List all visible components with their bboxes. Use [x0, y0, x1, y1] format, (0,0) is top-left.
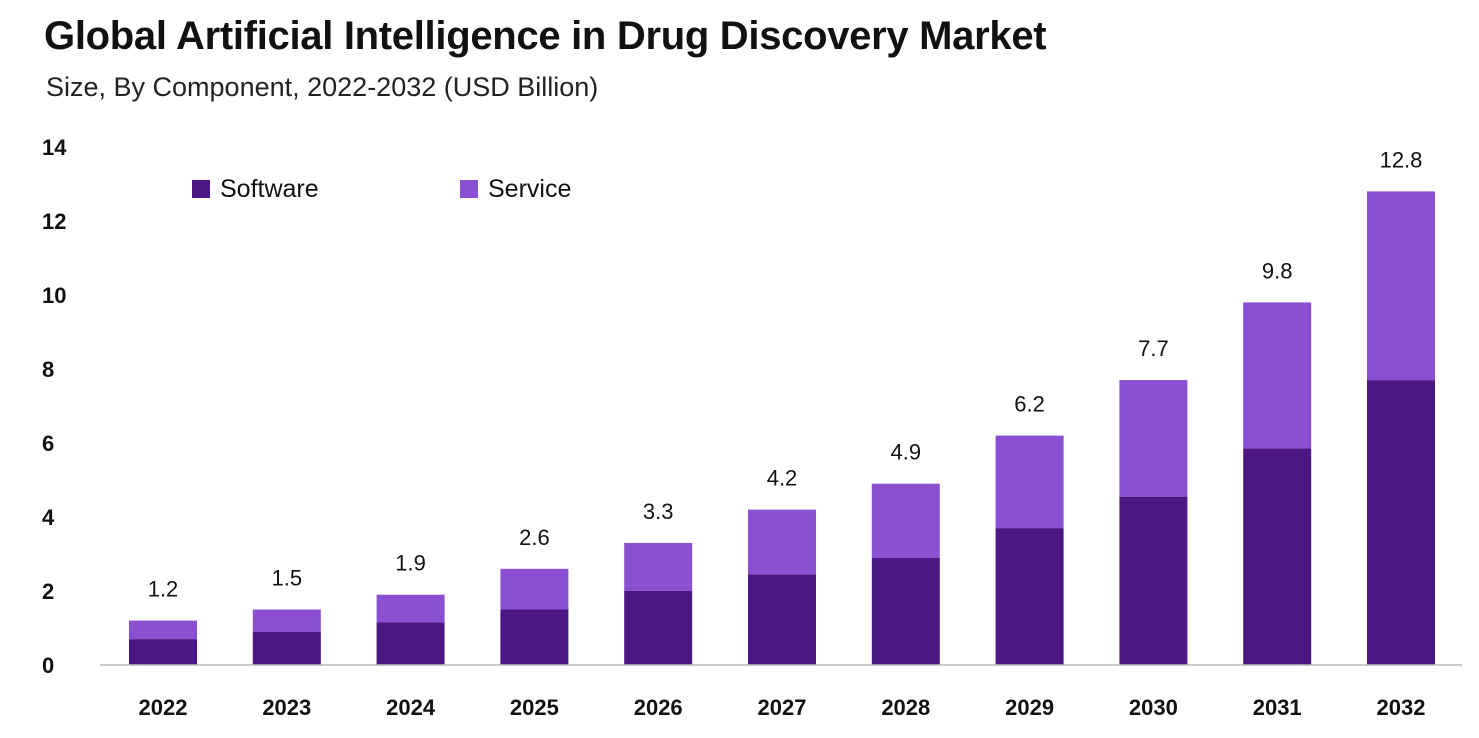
- total-label: 4.9: [891, 440, 922, 465]
- bar-software-2024: [376, 622, 445, 665]
- bar-service-2024: [376, 594, 445, 623]
- y-tick-label: 4: [42, 505, 55, 530]
- service-legend-swatch: [460, 180, 478, 198]
- total-label: 4.2: [767, 466, 798, 491]
- x-tick-label: 2022: [139, 695, 188, 720]
- bar-software-2031: [1243, 448, 1312, 665]
- y-tick-label: 0: [42, 653, 54, 678]
- y-tick-label: 14: [42, 135, 67, 160]
- y-tick-label: 8: [42, 357, 54, 382]
- bar-service-2025: [500, 568, 569, 610]
- x-tick-label: 2023: [262, 695, 311, 720]
- y-tick-label: 12: [42, 209, 66, 234]
- bar-software-2027: [748, 574, 816, 665]
- bar-software-2032: [1367, 380, 1435, 665]
- bar-software-2029: [995, 528, 1064, 665]
- y-tick-label: 2: [42, 579, 54, 604]
- x-tick-label: 2025: [510, 695, 559, 720]
- bars-group: [129, 191, 1435, 665]
- total-label: 9.8: [1262, 258, 1293, 283]
- service-legend-label: Service: [488, 175, 571, 203]
- y-axis-ticks: 0 2 4 6 8 10 12 14: [42, 135, 67, 678]
- total-label: 6.2: [1014, 392, 1045, 417]
- x-tick-label: 2024: [386, 695, 436, 720]
- total-labels: 1.2 1.5 1.9 2.6 3.3 4.2 4.9 6.2 7.7 9.8 12.8: [148, 147, 1423, 601]
- legend: Software Service: [192, 175, 571, 203]
- x-tick-label: 2032: [1377, 695, 1426, 720]
- bar-software-2025: [500, 609, 569, 665]
- bar-service-2032: [1367, 191, 1435, 381]
- total-label: 1.5: [272, 566, 303, 591]
- bar-service-2029: [995, 435, 1064, 529]
- bar-software-2026: [624, 591, 693, 665]
- y-tick-label: 6: [42, 431, 54, 456]
- chart-title: Global Artificial Intelligence in Drug D…: [44, 14, 1047, 58]
- x-tick-label: 2030: [1129, 695, 1178, 720]
- y-tick-label: 10: [42, 283, 66, 308]
- software-legend-label: Software: [220, 175, 319, 203]
- bar-service-2023: [252, 609, 321, 632]
- total-label: 7.7: [1138, 336, 1169, 361]
- bar-software-2022: [129, 639, 197, 665]
- bar-software-2030: [1119, 496, 1188, 665]
- bar-service-2026: [624, 542, 693, 591]
- bar-software-2023: [252, 631, 321, 665]
- chart-subtitle: Size, By Component, 2022-2032 (USD Billi…: [46, 72, 599, 102]
- total-label: 12.8: [1380, 147, 1423, 172]
- x-tick-label: 2026: [634, 695, 683, 720]
- software-legend-swatch: [192, 180, 210, 198]
- bar-software-2028: [871, 557, 940, 665]
- total-label: 1.9: [395, 551, 426, 576]
- bar-service-2031: [1243, 302, 1312, 449]
- bar-service-2022: [129, 620, 197, 640]
- total-label: 1.2: [148, 577, 179, 602]
- total-label: 2.6: [519, 525, 550, 550]
- total-label: 3.3: [643, 499, 674, 524]
- bar-service-2028: [871, 483, 940, 558]
- x-tick-label: 2028: [881, 695, 930, 720]
- bar-service-2027: [748, 509, 816, 575]
- bar-service-2030: [1119, 380, 1188, 497]
- x-axis-labels: 2022 2023 2024 2025 2026 2027 2028 2029 2030 2031…: [139, 695, 1426, 720]
- x-tick-label: 2031: [1253, 695, 1302, 720]
- x-tick-label: 2027: [758, 695, 807, 720]
- x-tick-label: 2029: [1005, 695, 1054, 720]
